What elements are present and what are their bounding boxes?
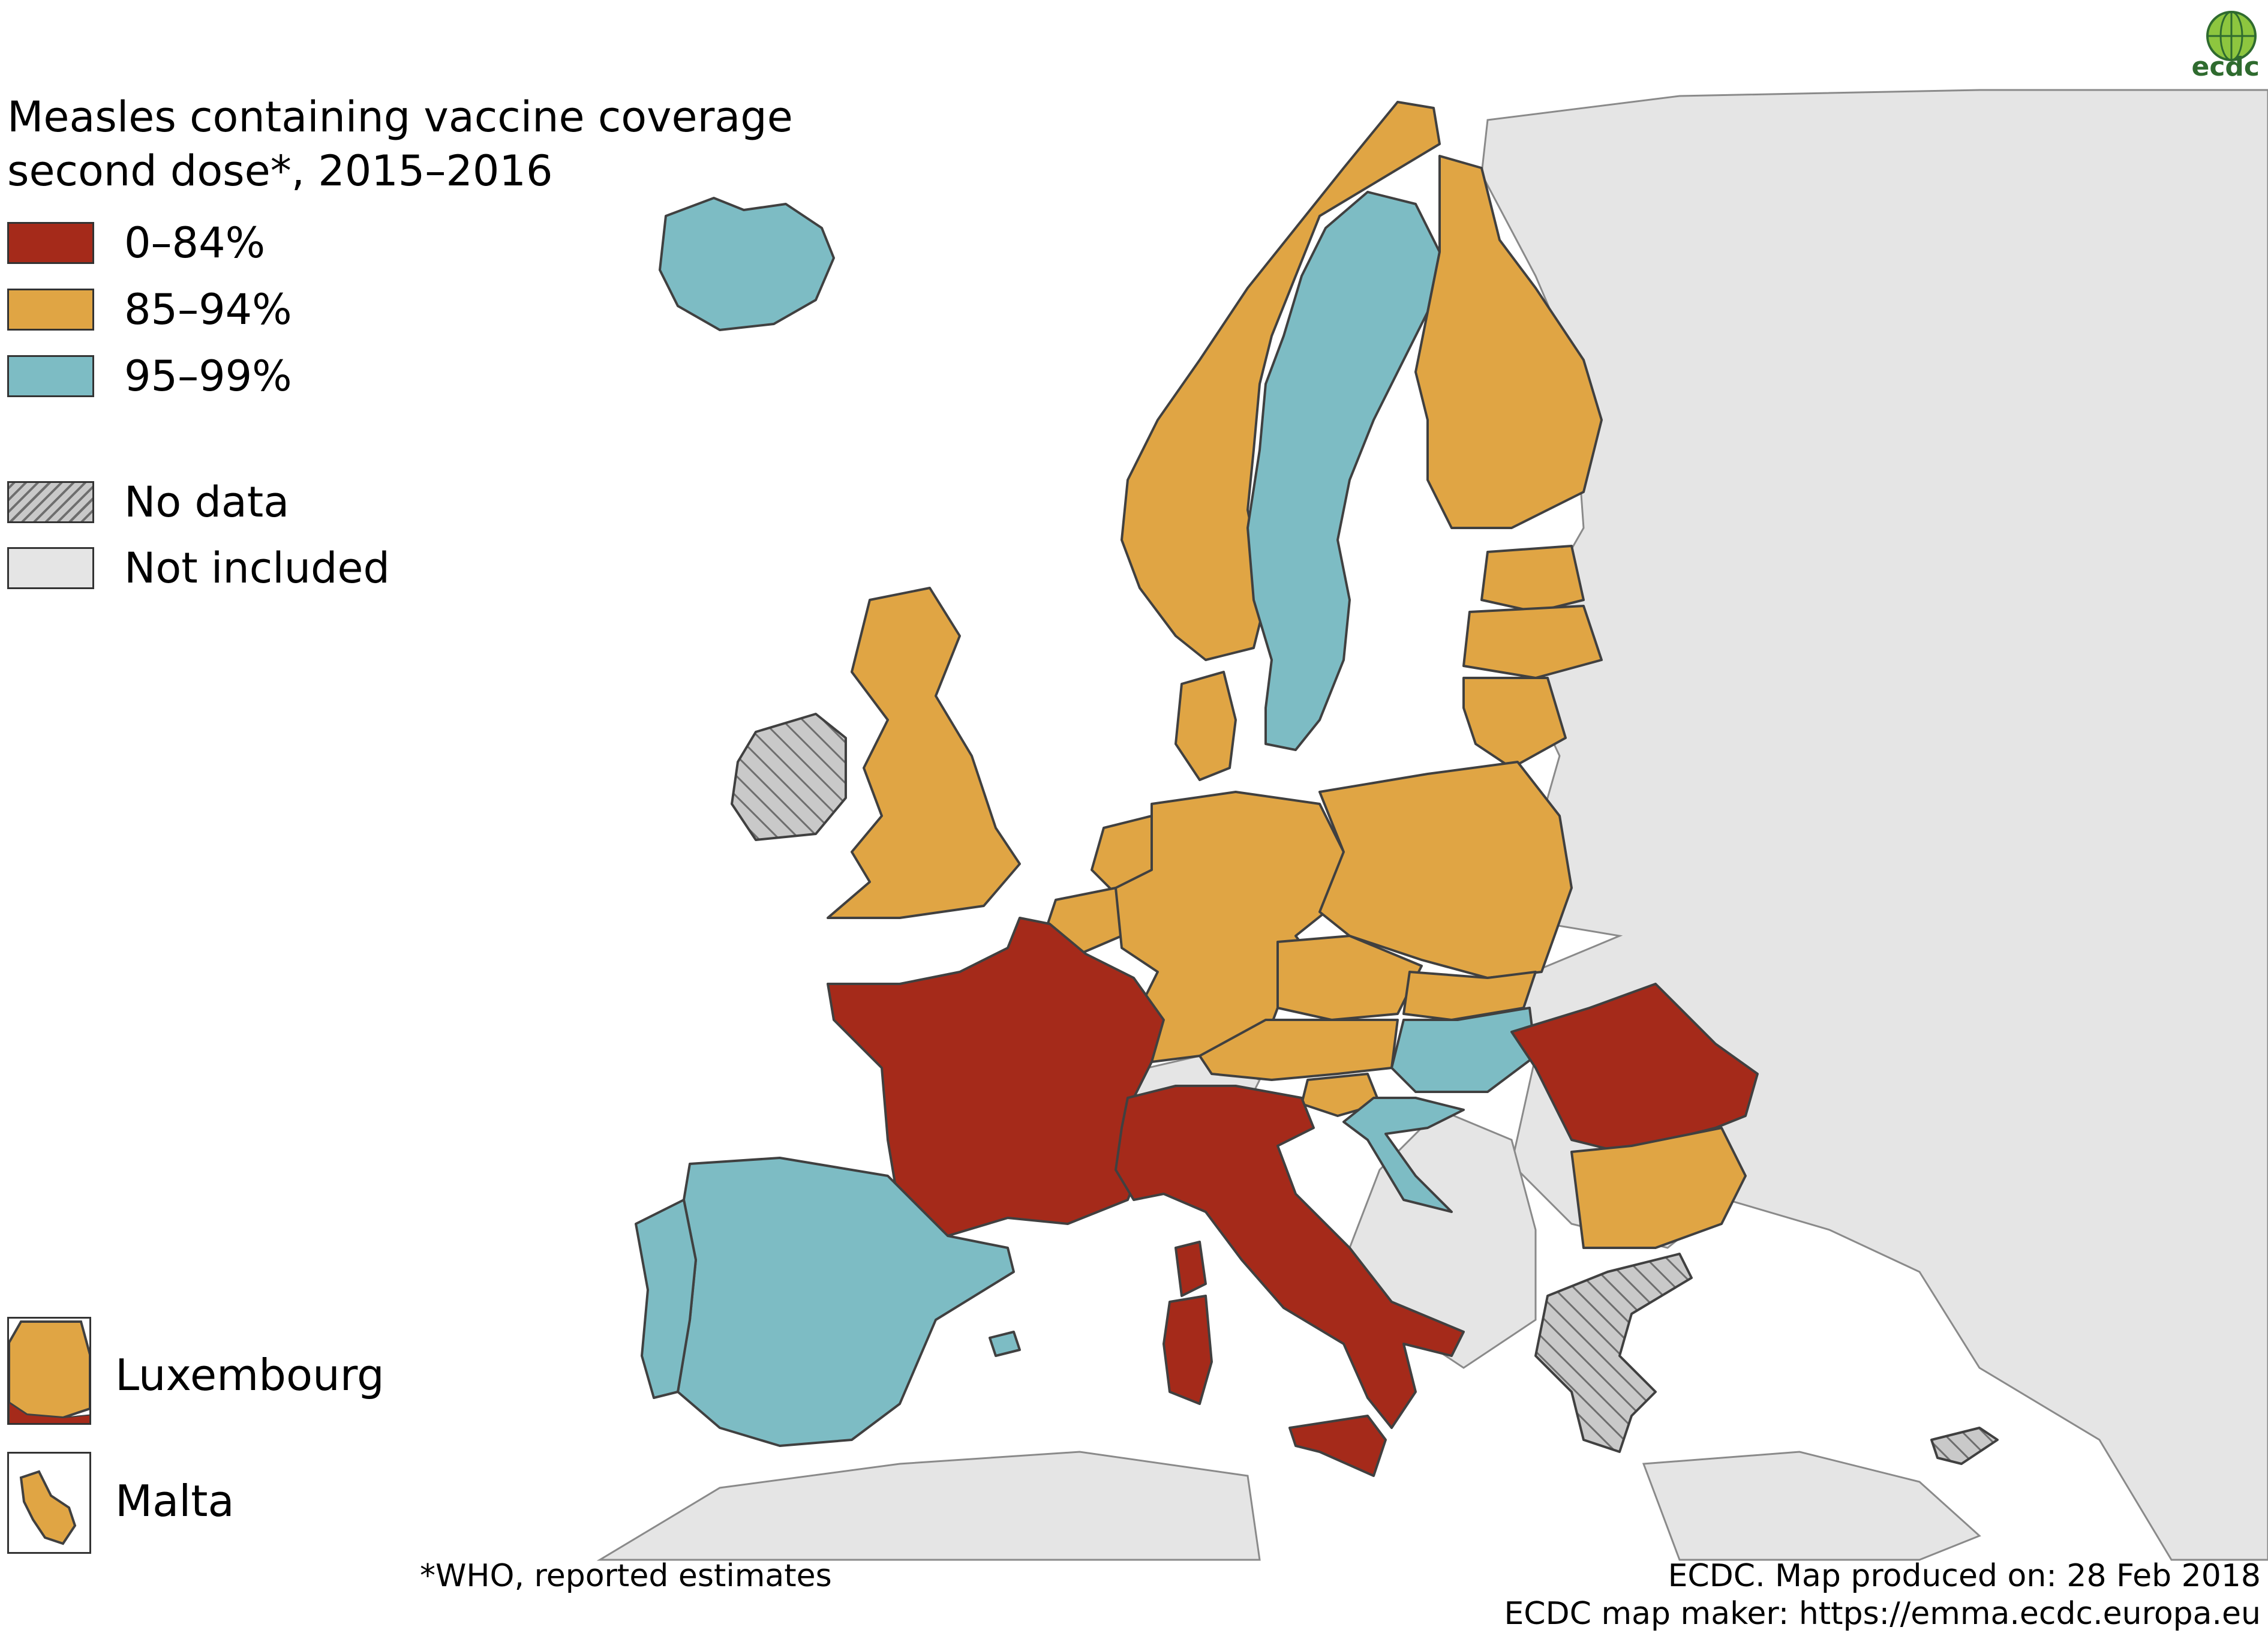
legend-swatch-not-included — [7, 547, 94, 589]
legend-swatch-high — [7, 355, 94, 397]
hungary — [1390, 1007, 1537, 1093]
luxembourg-inset-map — [9, 1320, 89, 1423]
romania — [1510, 983, 1759, 1153]
bulgaria — [1570, 1127, 1747, 1249]
sweden — [1246, 191, 1441, 751]
luxembourg-inset-neighbor — [9, 1401, 89, 1423]
legend-label-mid: 85–94% — [124, 285, 292, 334]
ireland — [731, 713, 847, 841]
title-line-2: second dose*, 2015–2016 — [7, 146, 553, 196]
legend-label-not-included: Not included — [124, 544, 390, 593]
latvia — [1462, 605, 1603, 679]
luxembourg-label: Luxembourg — [115, 1350, 384, 1400]
italy — [1115, 1085, 1465, 1429]
sicily — [1288, 1415, 1387, 1477]
united-kingdom — [827, 587, 1021, 919]
lithuania — [1462, 677, 1567, 769]
malta-label: Malta — [115, 1476, 235, 1526]
legend-swatch-no-data — [7, 481, 94, 523]
malta-shape — [19, 1470, 77, 1545]
cyprus — [1930, 1427, 1999, 1465]
luxembourg-inset — [7, 1317, 91, 1425]
malta-inset-map — [19, 1470, 77, 1545]
legend-label-no-data: No data — [124, 478, 290, 527]
czech-republic — [1276, 935, 1423, 1021]
greece — [1534, 1253, 1693, 1453]
corsica — [1174, 1241, 1207, 1297]
legend-label-high: 95–99% — [124, 352, 292, 401]
legend-swatch-low — [7, 222, 94, 264]
estonia — [1480, 545, 1585, 613]
balearic-islands — [989, 1331, 1021, 1357]
legend-item-not-included: Not included — [7, 546, 390, 590]
france — [827, 917, 1165, 1237]
footnote: *WHO, reported estimates — [420, 1558, 832, 1594]
portugal — [635, 1199, 697, 1399]
produced-date: ECDC. Map produced on: 28 Feb 2018 — [1668, 1558, 2261, 1594]
legend-label-low: 0–84% — [124, 218, 266, 268]
denmark — [1174, 671, 1237, 781]
legend-item-no-data: No data — [7, 480, 289, 524]
legend-item-high: 95–99% — [7, 354, 292, 398]
map-maker-url: ECDC map maker: https://emma.ecdc.europa… — [1504, 1596, 2261, 1632]
ecdc-logo-text: ecdc — [2191, 52, 2260, 82]
croatia — [1342, 1097, 1465, 1213]
luxembourg-shape — [9, 1320, 89, 1419]
norway — [1121, 101, 1441, 661]
countries — [635, 101, 1999, 1477]
legend-item-mid: 85–94% — [7, 287, 292, 332]
malta-inset — [7, 1452, 91, 1554]
map-title: Measles containing vaccine coverage seco… — [7, 90, 847, 198]
ecdc-logo-globe — [2206, 11, 2257, 61]
iceland — [659, 197, 835, 331]
legend-item-low: 0–84% — [7, 221, 265, 265]
title-line-1: Measles containing vaccine coverage — [7, 92, 793, 142]
sardinia — [1162, 1295, 1213, 1405]
finland — [1414, 155, 1603, 529]
legend-swatch-mid — [7, 289, 94, 331]
